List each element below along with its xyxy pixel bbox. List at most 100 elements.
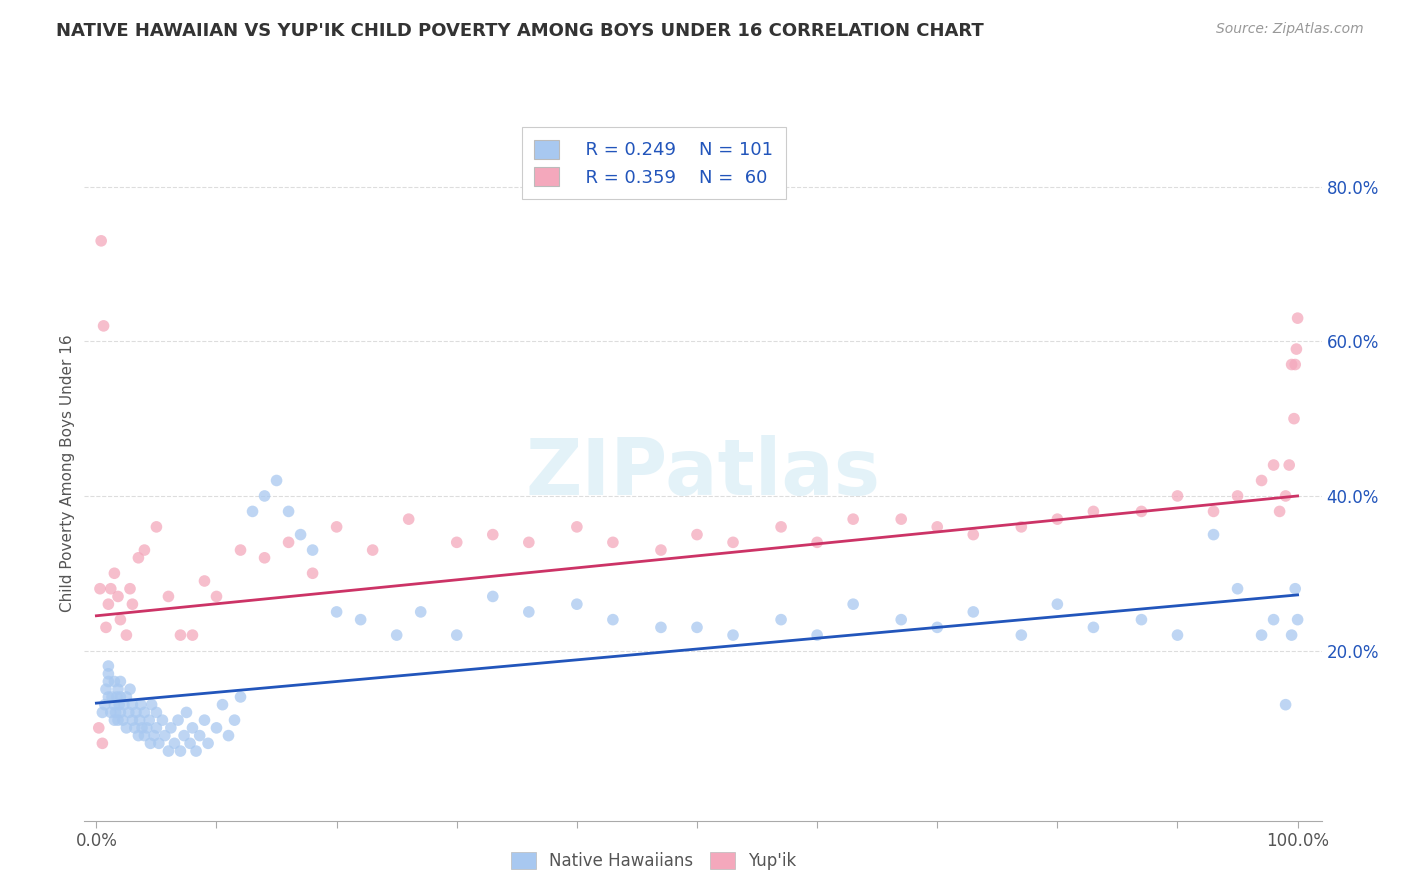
Point bbox=[97, 690, 120, 704]
Legend: Native Hawaiians, Yup'ik: Native Hawaiians, Yup'ik bbox=[502, 844, 804, 879]
Point bbox=[145, 520, 167, 534]
Point bbox=[1226, 489, 1249, 503]
Point bbox=[97, 674, 120, 689]
Point bbox=[103, 566, 125, 581]
Point bbox=[103, 698, 125, 712]
Point bbox=[1278, 458, 1301, 472]
Point bbox=[1202, 527, 1225, 541]
Point bbox=[193, 713, 215, 727]
Point bbox=[107, 713, 129, 727]
Point bbox=[1226, 582, 1249, 596]
Point bbox=[157, 744, 180, 758]
Point bbox=[517, 535, 540, 549]
Point bbox=[205, 590, 228, 604]
Point bbox=[115, 721, 138, 735]
Point bbox=[446, 628, 468, 642]
Point bbox=[188, 729, 211, 743]
Point bbox=[118, 682, 141, 697]
Point bbox=[301, 543, 323, 558]
Point bbox=[1286, 613, 1309, 627]
Point bbox=[602, 535, 624, 549]
Point bbox=[211, 698, 233, 712]
Point bbox=[110, 674, 132, 689]
Point bbox=[193, 574, 215, 588]
Point bbox=[770, 613, 793, 627]
Point bbox=[100, 582, 122, 596]
Point bbox=[1268, 504, 1291, 518]
Point bbox=[125, 706, 148, 720]
Point bbox=[1284, 582, 1306, 596]
Point bbox=[160, 721, 183, 735]
Point bbox=[806, 628, 828, 642]
Point bbox=[602, 613, 624, 627]
Point bbox=[184, 744, 207, 758]
Point bbox=[167, 713, 190, 727]
Point bbox=[143, 729, 166, 743]
Point bbox=[94, 698, 117, 712]
Point bbox=[128, 713, 150, 727]
Point bbox=[962, 605, 984, 619]
Point bbox=[121, 698, 143, 712]
Point bbox=[1083, 504, 1105, 518]
Point bbox=[1010, 520, 1032, 534]
Y-axis label: Child Poverty Among Boys Under 16: Child Poverty Among Boys Under 16 bbox=[60, 334, 75, 612]
Point bbox=[1282, 411, 1305, 425]
Point bbox=[134, 706, 156, 720]
Point bbox=[176, 706, 198, 720]
Point bbox=[686, 527, 709, 541]
Point bbox=[890, 613, 912, 627]
Point bbox=[101, 690, 124, 704]
Point bbox=[350, 613, 373, 627]
Point bbox=[1166, 489, 1188, 503]
Point bbox=[224, 713, 246, 727]
Point bbox=[141, 698, 163, 712]
Point bbox=[301, 566, 323, 581]
Point bbox=[115, 628, 138, 642]
Point bbox=[325, 605, 347, 619]
Point bbox=[205, 721, 228, 735]
Point bbox=[1284, 358, 1306, 372]
Point bbox=[97, 659, 120, 673]
Point bbox=[153, 729, 176, 743]
Point bbox=[110, 706, 132, 720]
Point bbox=[139, 736, 162, 750]
Point bbox=[325, 520, 347, 534]
Point bbox=[1250, 474, 1272, 488]
Point bbox=[131, 721, 153, 735]
Point bbox=[565, 520, 588, 534]
Point bbox=[1202, 504, 1225, 518]
Point bbox=[91, 736, 114, 750]
Point bbox=[87, 721, 110, 735]
Point bbox=[361, 543, 384, 558]
Point bbox=[1274, 698, 1296, 712]
Point bbox=[110, 690, 132, 704]
Point bbox=[103, 713, 125, 727]
Point bbox=[93, 318, 115, 333]
Point bbox=[1130, 613, 1153, 627]
Point bbox=[253, 489, 276, 503]
Point bbox=[1285, 342, 1308, 356]
Point bbox=[1250, 628, 1272, 642]
Point bbox=[89, 582, 111, 596]
Point bbox=[94, 682, 117, 697]
Point bbox=[179, 736, 201, 750]
Point bbox=[97, 666, 120, 681]
Point bbox=[111, 713, 134, 727]
Point bbox=[962, 527, 984, 541]
Text: ZIPatlas: ZIPatlas bbox=[526, 434, 880, 511]
Point bbox=[1010, 628, 1032, 642]
Point bbox=[266, 474, 288, 488]
Point bbox=[108, 698, 131, 712]
Point bbox=[650, 620, 672, 634]
Point bbox=[242, 504, 264, 518]
Point bbox=[121, 597, 143, 611]
Point bbox=[253, 550, 276, 565]
Point bbox=[197, 736, 219, 750]
Point bbox=[107, 590, 129, 604]
Point bbox=[842, 597, 865, 611]
Point bbox=[181, 628, 204, 642]
Point bbox=[181, 721, 204, 735]
Point bbox=[105, 690, 128, 704]
Point bbox=[135, 721, 157, 735]
Point bbox=[110, 613, 132, 627]
